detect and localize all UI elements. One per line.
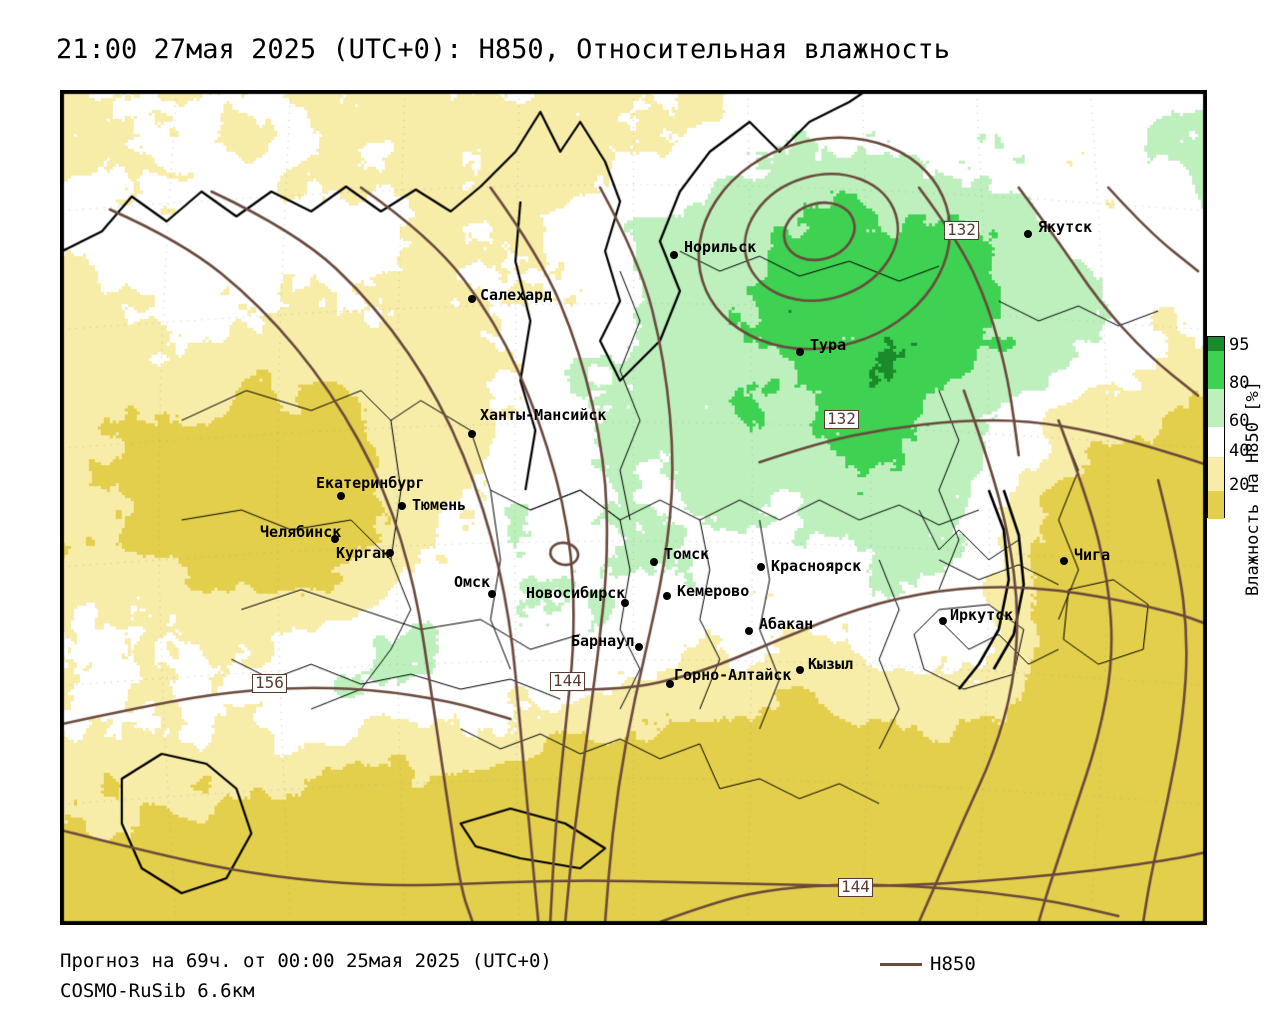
city-marker bbox=[635, 643, 643, 651]
contour-label: 156 bbox=[252, 674, 287, 693]
contour-label: 132 bbox=[944, 221, 979, 240]
colorbar-tick: 60 bbox=[1229, 411, 1250, 431]
colorbar-tick: 80 bbox=[1229, 373, 1250, 393]
city-marker bbox=[650, 558, 658, 566]
colorbar-tick: 40 bbox=[1229, 441, 1250, 461]
city-marker bbox=[670, 251, 678, 259]
city-marker bbox=[796, 348, 804, 356]
colorbar-segment bbox=[1208, 337, 1224, 351]
city-marker bbox=[468, 295, 476, 303]
h850-legend-label: H850 bbox=[930, 953, 976, 975]
weather-map[interactable]: Якутск Норильск Тура Салехард Ханты-Мансийск… bbox=[60, 90, 1207, 925]
city-marker bbox=[666, 680, 674, 688]
city-marker bbox=[386, 549, 394, 557]
city-marker bbox=[939, 617, 947, 625]
colorbar-segment bbox=[1208, 389, 1224, 427]
colorbar-segment bbox=[1208, 457, 1224, 491]
h850-line-swatch bbox=[880, 962, 922, 966]
city-marker bbox=[488, 590, 496, 598]
city-marker bbox=[745, 627, 753, 635]
city-marker bbox=[621, 599, 629, 607]
city-marker bbox=[337, 492, 345, 500]
colorbar-tick: 20 bbox=[1229, 475, 1250, 495]
colorbar-segment bbox=[1208, 351, 1224, 389]
city-marker bbox=[1060, 557, 1068, 565]
page-title: 21:00 27мая 2025 (UTC+0): H850, Относите… bbox=[56, 34, 951, 65]
model-caption: COSMO-RuSib 6.6км bbox=[60, 980, 255, 1002]
city-marker bbox=[1024, 230, 1032, 238]
city-marker bbox=[398, 502, 406, 510]
contour-label: 132 bbox=[824, 410, 859, 429]
map-raster bbox=[62, 92, 1205, 923]
city-marker bbox=[757, 563, 765, 571]
contour-label: 144 bbox=[550, 672, 585, 691]
contour-legend: H850 bbox=[880, 952, 976, 976]
colorbar bbox=[1207, 336, 1225, 519]
colorbar-segment bbox=[1208, 491, 1224, 519]
colorbar-tick: 95 bbox=[1229, 335, 1250, 355]
city-marker bbox=[468, 430, 476, 438]
city-marker bbox=[331, 535, 339, 543]
colorbar-segment bbox=[1208, 427, 1224, 457]
colorbar-gradient bbox=[1207, 336, 1225, 519]
city-marker bbox=[663, 592, 671, 600]
contour-label: 144 bbox=[838, 878, 873, 897]
city-marker bbox=[796, 666, 804, 674]
forecast-caption: Прогноз на 69ч. от 00:00 25мая 2025 (UTC… bbox=[60, 950, 552, 972]
